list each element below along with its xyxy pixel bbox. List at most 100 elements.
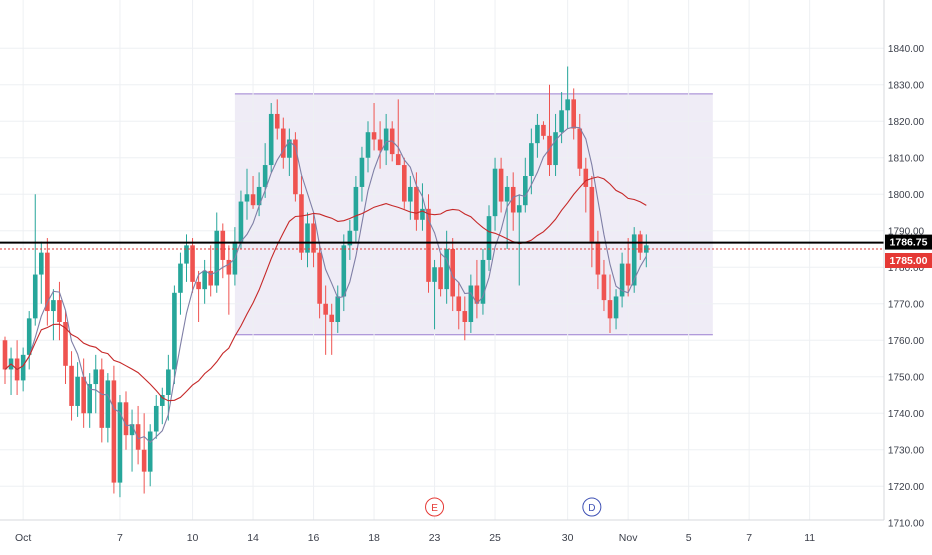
candle[interactable] <box>504 176 510 249</box>
candle[interactable] <box>299 176 304 260</box>
candle[interactable] <box>577 113 583 176</box>
candle[interactable] <box>2 336 8 385</box>
candle[interactable] <box>51 289 56 341</box>
candle[interactable] <box>480 249 486 315</box>
candle[interactable] <box>438 252 443 297</box>
candle[interactable] <box>256 172 262 217</box>
candle[interactable] <box>87 373 92 428</box>
candle[interactable] <box>220 223 226 279</box>
candle[interactable] <box>341 234 347 312</box>
candle[interactable] <box>589 176 595 268</box>
candle[interactable] <box>123 391 129 450</box>
candle[interactable] <box>274 99 280 140</box>
candle[interactable] <box>553 113 558 176</box>
candle[interactable] <box>456 281 462 330</box>
candle[interactable] <box>141 413 147 494</box>
candle[interactable] <box>547 84 552 176</box>
candle[interactable] <box>619 252 625 308</box>
candle[interactable] <box>160 387 165 425</box>
candle[interactable] <box>8 347 14 395</box>
candle[interactable] <box>26 311 32 370</box>
candle[interactable] <box>462 296 468 341</box>
candle[interactable] <box>395 99 401 166</box>
candle[interactable] <box>238 190 244 249</box>
candle[interactable] <box>335 285 341 333</box>
candle[interactable] <box>129 409 135 472</box>
candle[interactable] <box>541 121 546 140</box>
candle[interactable] <box>529 128 534 195</box>
candle[interactable] <box>601 259 607 312</box>
candle[interactable] <box>184 234 189 282</box>
event-marker[interactable]: E <box>425 497 445 517</box>
candle[interactable] <box>178 252 183 315</box>
candle[interactable] <box>202 259 207 304</box>
candle[interactable] <box>293 132 298 202</box>
event-marker[interactable]: D <box>582 497 602 517</box>
candle[interactable] <box>190 238 195 293</box>
candle[interactable] <box>383 113 389 166</box>
candle[interactable] <box>329 303 334 355</box>
candle[interactable] <box>371 103 377 151</box>
candle[interactable] <box>281 117 286 169</box>
candle[interactable] <box>105 373 111 443</box>
candle[interactable] <box>432 259 437 330</box>
candle[interactable] <box>147 424 153 487</box>
candle[interactable] <box>153 395 159 439</box>
candle[interactable] <box>135 405 141 465</box>
candle[interactable] <box>250 176 256 209</box>
candle[interactable] <box>492 157 498 231</box>
candle[interactable] <box>39 241 44 304</box>
candle[interactable] <box>305 212 310 268</box>
candle[interactable] <box>486 205 492 271</box>
candle[interactable] <box>268 103 274 173</box>
candle[interactable] <box>117 395 123 498</box>
candle[interactable] <box>644 234 649 268</box>
candle[interactable] <box>57 281 62 341</box>
candle[interactable] <box>583 157 589 213</box>
candle[interactable] <box>63 311 68 385</box>
candle[interactable] <box>111 365 117 494</box>
candle[interactable] <box>523 157 528 213</box>
candle[interactable] <box>631 227 637 293</box>
candle[interactable] <box>365 121 371 173</box>
candle[interactable] <box>353 176 359 242</box>
candle[interactable] <box>45 238 50 326</box>
candle[interactable] <box>262 143 268 198</box>
candle[interactable] <box>420 183 425 231</box>
candle[interactable] <box>377 121 383 169</box>
candle[interactable] <box>99 358 105 443</box>
candle[interactable] <box>75 362 80 417</box>
candle[interactable] <box>20 347 26 392</box>
candle[interactable] <box>244 168 250 220</box>
candle[interactable] <box>510 172 516 231</box>
candle[interactable] <box>196 270 201 322</box>
candle[interactable] <box>474 259 480 319</box>
candle[interactable] <box>311 212 316 268</box>
candle[interactable] <box>32 194 38 326</box>
candle[interactable] <box>450 238 455 312</box>
candle[interactable] <box>468 274 474 333</box>
candle[interactable] <box>81 358 86 428</box>
candle[interactable] <box>402 157 407 209</box>
candle[interactable] <box>625 238 631 297</box>
candle[interactable] <box>498 157 504 213</box>
candle[interactable] <box>226 245 232 315</box>
candle[interactable] <box>208 245 213 297</box>
candle[interactable] <box>359 146 365 202</box>
candle[interactable] <box>172 285 177 385</box>
candle[interactable] <box>166 354 171 421</box>
range-box[interactable] <box>234 93 713 335</box>
candle[interactable] <box>323 285 328 355</box>
candle[interactable] <box>571 88 576 140</box>
candle[interactable] <box>214 212 220 293</box>
candle[interactable] <box>414 172 419 231</box>
candle[interactable] <box>516 194 522 286</box>
candle[interactable] <box>595 230 601 290</box>
candle[interactable] <box>559 92 564 144</box>
candle[interactable] <box>565 66 570 129</box>
candle[interactable] <box>347 219 353 260</box>
candle[interactable] <box>535 113 540 158</box>
candle[interactable] <box>317 241 322 319</box>
